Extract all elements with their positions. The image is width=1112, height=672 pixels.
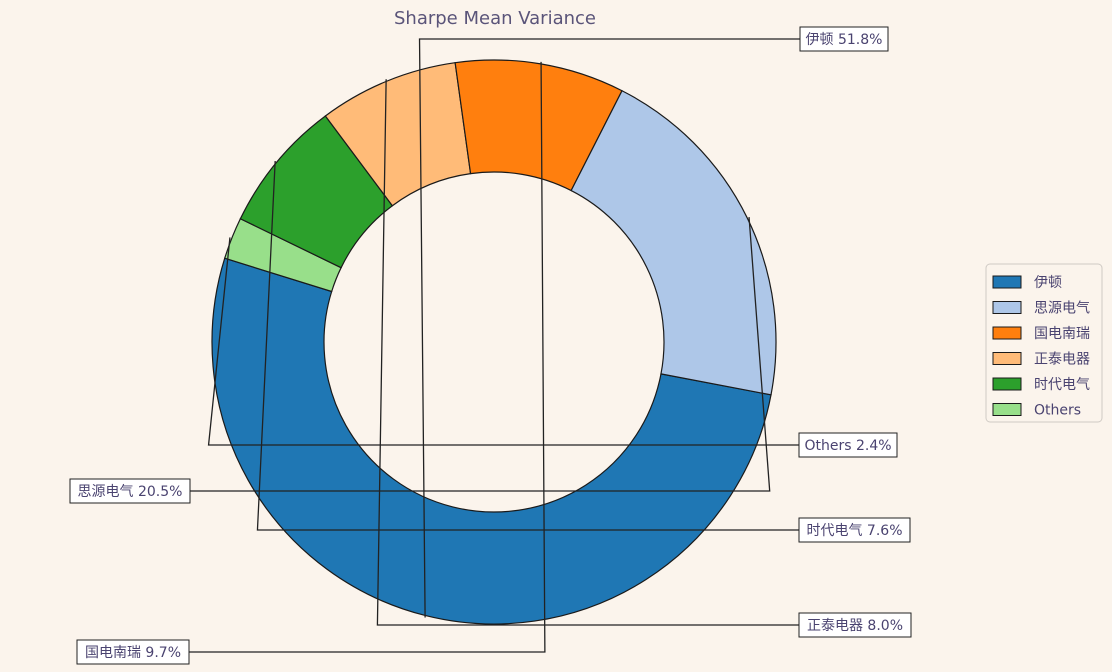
slice-5 xyxy=(570,89,777,396)
leader-line-0 xyxy=(418,38,800,618)
slice-0 xyxy=(211,257,772,625)
slice-annotation-2: 时代电气 7.6% xyxy=(806,523,902,539)
legend-label-4: 时代电气 xyxy=(1034,377,1090,393)
annotation-box-5 xyxy=(69,478,191,504)
leader-line-3 xyxy=(376,79,799,626)
annotation-box-2 xyxy=(798,517,911,543)
legend-swatch-0 xyxy=(992,275,1022,289)
slice-annotation-3: 正泰电器 8.0% xyxy=(807,618,903,634)
legend-label-2: 国电南瑞 xyxy=(1034,326,1090,342)
leader-line-1 xyxy=(207,237,799,446)
annotations-layer: 伊顿 51.8% Others 2.4% 时代电气 7.6% 正泰电器 8.0% 国电南… xyxy=(69,26,912,665)
leader-line-4 xyxy=(189,61,546,653)
legend-label-5: Others xyxy=(1034,403,1081,419)
slice-annotation-5: 思源电气 20.5% xyxy=(78,484,183,500)
slices-layer xyxy=(211,59,777,625)
annotation-box-3 xyxy=(798,612,912,638)
chart-title: Sharpe Mean Variance xyxy=(394,8,596,29)
legend-swatch-5 xyxy=(992,403,1022,416)
legend-label-1: 思源电气 xyxy=(1034,301,1090,317)
legend-swatch-3 xyxy=(992,352,1022,365)
legend-swatch-1 xyxy=(992,301,1022,314)
slice-annotation-4: 国电南瑞 9.7% xyxy=(85,645,181,661)
legend-swatch-2 xyxy=(992,326,1022,340)
leader-line-2 xyxy=(256,160,799,531)
slice-annotation-1: Others 2.4% xyxy=(804,438,891,454)
leader-line-5 xyxy=(190,217,771,492)
annotation-box-0 xyxy=(799,26,889,52)
slice-annotation-0: 伊顿 51.8% xyxy=(806,32,883,48)
annotation-box-1 xyxy=(798,432,898,458)
legend-label-0: 伊顿 xyxy=(1034,275,1062,291)
legend-swatch-4 xyxy=(992,377,1022,391)
annotation-box-4 xyxy=(76,639,190,665)
legend-label-3: 正泰电器 xyxy=(1034,352,1090,368)
